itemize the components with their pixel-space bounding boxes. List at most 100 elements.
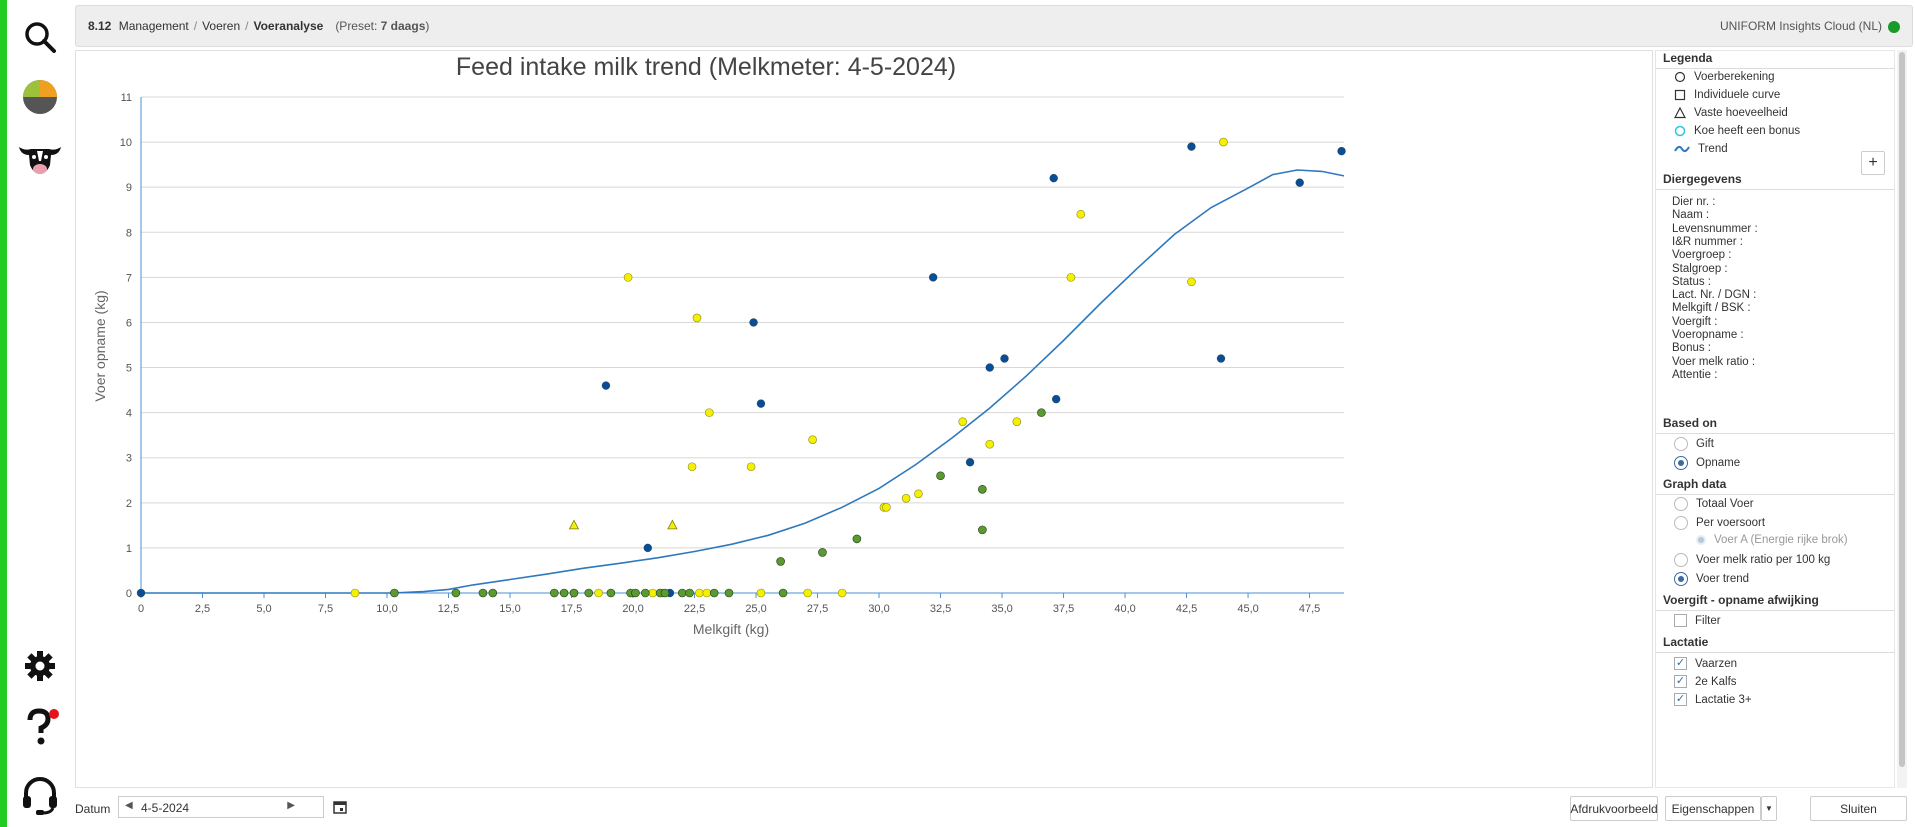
breadcrumb-item[interactable]: Management (118, 19, 189, 33)
x-tick-label: 32,5 (930, 603, 951, 615)
y-tick-label: 7 (126, 272, 132, 284)
radio-label: Per voersoort (1696, 517, 1766, 529)
expand-legend-button[interactable]: + (1861, 151, 1885, 175)
calendar-button[interactable] (330, 797, 350, 817)
y-tick-label: 5 (126, 363, 132, 375)
radio-voer-trend[interactable]: Voer trend (1674, 572, 1749, 586)
square-icon (1674, 89, 1686, 101)
data-point (606, 588, 616, 598)
data-point (136, 588, 146, 598)
x-tick-label: 22,5 (684, 603, 705, 615)
data-point (985, 363, 994, 372)
radio-button[interactable] (1674, 553, 1688, 567)
data-point (1012, 417, 1022, 426)
data-point (643, 543, 652, 553)
radio-button[interactable] (1674, 516, 1688, 530)
data-point (704, 408, 714, 417)
animals-button[interactable] (17, 136, 63, 182)
date-value[interactable]: 4-5-2024 (141, 801, 190, 815)
filter-checkbox[interactable] (1674, 614, 1687, 627)
radio-voer-melk-ratio[interactable]: Voer melk ratio per 100 kg (1674, 553, 1830, 567)
y-axis-label: Voer opname (kg) (92, 290, 108, 401)
legend-item: Trend (1674, 143, 1728, 155)
data-point (929, 273, 938, 282)
radio-label: Totaal Voer (1696, 498, 1754, 510)
data-point (687, 462, 697, 472)
checkbox-checked[interactable]: ✓ (1674, 657, 1687, 670)
data-point (550, 588, 559, 598)
data-point (1219, 137, 1228, 147)
checkbox-checked[interactable]: ✓ (1674, 675, 1687, 688)
legend-label: Koe heeft een bonus (1694, 125, 1801, 137)
lactation-2e-kalfs[interactable]: ✓ 2e Kalfs (1674, 675, 1737, 688)
animal-field-label: Naam : (1672, 209, 1710, 222)
y-tick-label: 3 (126, 453, 132, 465)
breadcrumb: 8.12 Management / Voeren / Voeranalyse (88, 19, 324, 33)
headset-icon (23, 777, 57, 815)
checkbox-checked[interactable]: ✓ (1674, 693, 1687, 706)
help-button[interactable] (17, 704, 63, 750)
data-point-triangle (568, 519, 580, 530)
print-preview-button[interactable]: Afdrukvoorbeeld (1570, 796, 1658, 821)
radio-button[interactable] (1674, 497, 1688, 511)
radio-button[interactable] (1674, 456, 1688, 470)
radio-label: Voer melk ratio per 100 kg (1696, 554, 1831, 566)
disabled-radio-dot (1696, 535, 1706, 545)
radio-opname[interactable]: Opname (1674, 456, 1740, 470)
radio-label: Voer A (Energie rijke brok) (1714, 534, 1848, 546)
search-button[interactable] (17, 14, 63, 60)
filter-checkbox-row[interactable]: Filter (1674, 614, 1721, 627)
properties-button[interactable]: Eigenschappen (1665, 796, 1761, 821)
analysis-button[interactable] (17, 73, 63, 119)
data-point (746, 462, 756, 472)
properties-dropdown-button[interactable]: ▼ (1761, 796, 1777, 821)
lactation-vaarzen[interactable]: ✓ Vaarzen (1674, 657, 1737, 670)
data-point (390, 588, 399, 598)
data-point (852, 534, 862, 544)
triangle-icon (1674, 107, 1686, 119)
x-axis-label: Melkgift (kg) (693, 621, 769, 637)
close-button[interactable]: Sluiten (1810, 796, 1907, 821)
date-picker[interactable]: ◀ 4-5-2024 ▶ (118, 796, 324, 818)
side-panel-scrollbar[interactable] (1897, 50, 1907, 788)
data-point (1216, 354, 1226, 363)
data-point (1295, 178, 1304, 187)
lactation-3plus[interactable]: ✓ Lactatie 3+ (1674, 693, 1752, 706)
radio-per-voersoort[interactable]: Per voersoort (1674, 516, 1765, 530)
animal-data-title: Diergegevens (1656, 172, 1894, 190)
radio-button[interactable] (1674, 437, 1688, 451)
radio-totaal-voer[interactable]: Totaal Voer (1674, 497, 1754, 511)
radio-label: Opname (1696, 457, 1741, 469)
support-button[interactable] (17, 772, 63, 818)
based-on-title: Based on (1656, 416, 1894, 434)
preset-value: 7 daags (380, 19, 426, 33)
x-tick-label: 17,5 (561, 603, 582, 615)
y-tick-label: 10 (120, 137, 132, 149)
radio-button[interactable] (1674, 572, 1688, 586)
prev-date-icon[interactable]: ◀ (125, 800, 133, 811)
data-point (756, 588, 766, 598)
next-date-icon[interactable]: ▶ (287, 800, 295, 811)
breadcrumb-item[interactable]: Voeren (202, 19, 241, 33)
data-point (350, 588, 360, 598)
data-point (1076, 209, 1086, 219)
animal-field-label: Voergift : (1672, 315, 1718, 328)
x-tick-label: 35,0 (991, 603, 1012, 615)
data-point (1049, 174, 1058, 183)
x-tick-label: 45,0 (1237, 603, 1258, 615)
legend-label: Individuele curve (1694, 89, 1781, 101)
x-tick-label: 27,5 (807, 603, 828, 615)
x-tick-label: 15,0 (499, 603, 520, 615)
legend-label: Voerberekening (1694, 71, 1775, 83)
scrollbar-thumb[interactable] (1899, 52, 1905, 767)
animal-field-label: Dier nr. : (1672, 196, 1716, 208)
pie-chart-icon (23, 80, 57, 114)
data-point (702, 588, 712, 598)
radio-gift[interactable]: Gift (1674, 437, 1714, 451)
data-point (985, 439, 995, 449)
settings-button[interactable] (17, 643, 63, 689)
date-label: Datum (75, 802, 111, 816)
deviation-title: Voergift - opname afwijking (1656, 593, 1894, 611)
x-tick-label: 30,0 (868, 603, 889, 615)
data-point (914, 489, 923, 499)
